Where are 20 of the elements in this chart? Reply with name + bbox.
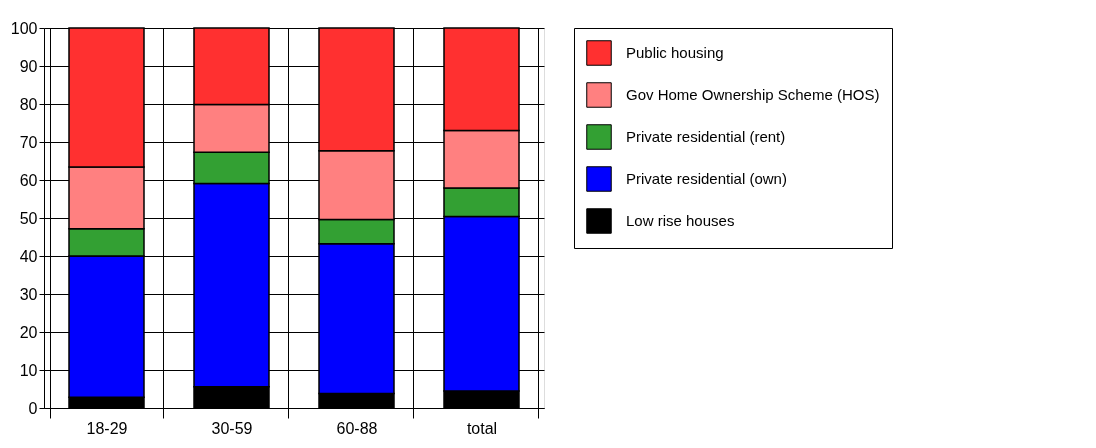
y-tick-label: 0 [28,399,38,417]
legend-label: Public housing [626,44,724,61]
y-tick-label: 70 [19,133,38,151]
y-tick-label: 80 [19,95,38,113]
legend-label: Private residential (rent) [626,128,786,145]
y-tick-label: 30 [19,285,38,303]
y-tick-label: 40 [19,247,38,265]
legend-label: Gov Home Ownership Scheme (HOS) [626,86,880,103]
y-tick-label: 50 [19,209,38,227]
x-tick-label: 18-29 [86,419,128,437]
y-tick-label: 60 [19,171,38,189]
x-tick-label: 60-88 [336,419,378,437]
legend-label: Private residential (own) [626,170,787,187]
y-tick-label: 90 [19,57,38,75]
legend-label: Low rise houses [626,212,735,229]
y-tick-label: 100 [10,19,38,37]
x-tick-label: 30-59 [211,419,253,437]
y-tick-label: 20 [19,323,38,341]
x-tick-label: total [466,419,498,437]
y-tick-label: 10 [19,361,38,379]
